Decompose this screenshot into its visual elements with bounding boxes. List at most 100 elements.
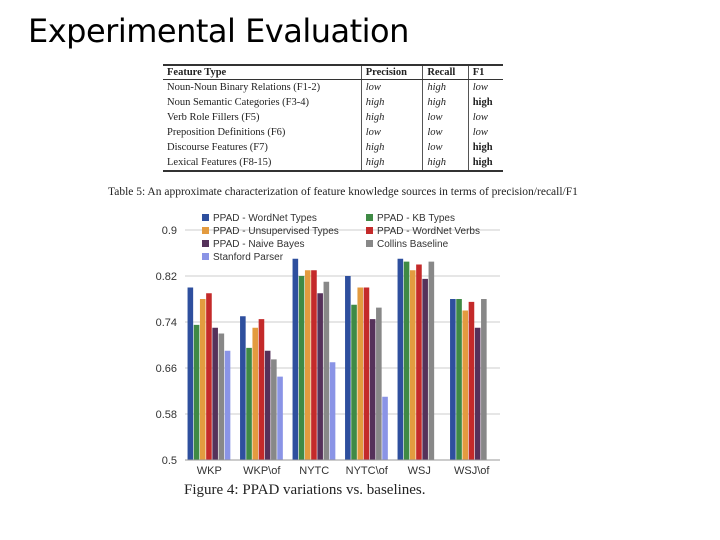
bar bbox=[416, 264, 422, 460]
bar bbox=[363, 287, 370, 460]
bar bbox=[246, 347, 252, 460]
header-precision: Precision bbox=[360, 65, 423, 80]
table-cell: high bbox=[360, 95, 423, 110]
bar bbox=[224, 350, 231, 460]
legend-swatch bbox=[366, 240, 373, 247]
table-cell: low bbox=[360, 125, 423, 140]
y-tick-label: 0.5 bbox=[162, 455, 177, 467]
bar bbox=[271, 359, 277, 460]
bar bbox=[329, 362, 336, 460]
table-cell: Noun Semantic Categories (F3-4) bbox=[167, 97, 310, 108]
bar bbox=[403, 261, 410, 460]
x-tick-label: WKP\of bbox=[243, 465, 281, 477]
table-cell: Discourse Features (F7) bbox=[167, 142, 268, 153]
table-cell: low bbox=[467, 125, 503, 140]
legend-label: PPAD - WordNet Types bbox=[213, 213, 317, 224]
feature-table: Feature Type Precision Recall F1 Noun-No… bbox=[163, 64, 503, 172]
table-cell: high bbox=[467, 155, 503, 171]
bar bbox=[456, 299, 462, 460]
table-cell: Lexical Features (F8-15) bbox=[167, 157, 272, 168]
plot-area bbox=[185, 230, 500, 460]
bar bbox=[345, 276, 351, 460]
x-tick-label: WSJ bbox=[408, 465, 431, 477]
table-row: Noun-Noun Binary Relations (F1-2) low hi… bbox=[163, 79, 503, 95]
table-row: Verb Role Fillers (F5) high low low bbox=[163, 110, 503, 125]
table-cell: high bbox=[360, 140, 423, 155]
table-caption: Table 5: An approximate characterization… bbox=[108, 186, 578, 198]
bar bbox=[397, 258, 404, 460]
x-tick-label: WSJ\of bbox=[454, 465, 490, 477]
bar bbox=[351, 304, 357, 460]
table-cell: high bbox=[467, 140, 503, 155]
legend-swatch bbox=[202, 214, 209, 221]
y-tick-label: 0.74 bbox=[156, 317, 177, 329]
legend-label: PPAD - WordNet Verbs bbox=[377, 226, 480, 237]
legend-swatch bbox=[202, 240, 209, 247]
table-cell: low bbox=[422, 140, 469, 155]
bar bbox=[298, 276, 305, 460]
legend-swatch bbox=[366, 227, 373, 234]
bar bbox=[311, 270, 317, 460]
bar bbox=[304, 270, 311, 460]
bar bbox=[468, 301, 475, 460]
bar bbox=[187, 287, 194, 460]
bar bbox=[450, 299, 456, 460]
bar bbox=[369, 319, 376, 460]
bar bbox=[277, 376, 283, 460]
table-cell: Verb Role Fillers (F5) bbox=[167, 112, 260, 123]
header-feature-type: Feature Type bbox=[163, 65, 362, 80]
table-cell: high bbox=[422, 95, 469, 110]
bar bbox=[323, 281, 330, 460]
figure-caption: Figure 4: PPAD variations vs. baselines. bbox=[184, 482, 426, 498]
header-f1: F1 bbox=[467, 65, 503, 80]
bar bbox=[357, 287, 364, 460]
bar bbox=[212, 327, 218, 460]
table-cell: low bbox=[467, 110, 503, 125]
bar bbox=[206, 293, 212, 460]
table-row: Discourse Features (F7) high low high bbox=[163, 140, 503, 155]
bar bbox=[382, 396, 388, 460]
legend-swatch bbox=[202, 253, 209, 260]
bar bbox=[376, 307, 382, 460]
table-cell: high bbox=[422, 79, 469, 95]
table-cell: high bbox=[467, 95, 503, 110]
legend-label: Collins Baseline bbox=[377, 239, 449, 250]
slide-title: Experimental Evaluation bbox=[28, 12, 409, 50]
bar bbox=[292, 258, 299, 460]
table-cell: high bbox=[360, 110, 423, 125]
bar bbox=[199, 299, 206, 460]
bar bbox=[264, 350, 271, 460]
feature-table-container: Feature Type Precision Recall F1 Noun-No… bbox=[163, 64, 503, 172]
table-cell: low bbox=[360, 79, 423, 95]
x-tick-label: NYTC bbox=[299, 465, 329, 477]
table-row: Lexical Features (F8-15) high high high bbox=[163, 155, 503, 171]
legend-label: PPAD - KB Types bbox=[377, 213, 455, 224]
y-tick-label: 0.66 bbox=[156, 363, 177, 375]
legend-label: PPAD - Unsupervised Types bbox=[213, 226, 339, 237]
table-header-row: Feature Type Precision Recall F1 bbox=[163, 65, 503, 80]
bar-chart: 0.5 0.58 0.66 0.74 0.82 0.9 WKP WKP\of NYTC NYTC\… bbox=[156, 213, 500, 477]
table-cell: low bbox=[422, 125, 469, 140]
y-tick-label: 0.9 bbox=[162, 225, 177, 237]
bar bbox=[474, 327, 481, 460]
header-recall: Recall bbox=[422, 65, 469, 80]
y-tick-label: 0.58 bbox=[156, 409, 177, 421]
bar bbox=[317, 293, 323, 460]
legend-label: PPAD - Naive Bayes bbox=[213, 239, 305, 250]
bar bbox=[218, 333, 225, 460]
x-tick-label: WKP bbox=[197, 465, 222, 477]
bar bbox=[481, 299, 487, 460]
bar bbox=[428, 261, 435, 460]
table-cell: Preposition Definitions (F6) bbox=[167, 127, 286, 138]
bar bbox=[258, 319, 265, 460]
table-row: Preposition Definitions (F6) low low low bbox=[163, 125, 503, 140]
table-cell: high bbox=[422, 155, 469, 171]
legend-label: Stanford Parser bbox=[213, 252, 284, 263]
table-cell: low bbox=[467, 79, 503, 95]
y-tick-label: 0.82 bbox=[156, 271, 177, 283]
table-cell: high bbox=[360, 155, 423, 171]
bar bbox=[193, 324, 200, 460]
bar bbox=[252, 327, 259, 460]
bar bbox=[240, 316, 246, 460]
bar bbox=[462, 310, 469, 460]
